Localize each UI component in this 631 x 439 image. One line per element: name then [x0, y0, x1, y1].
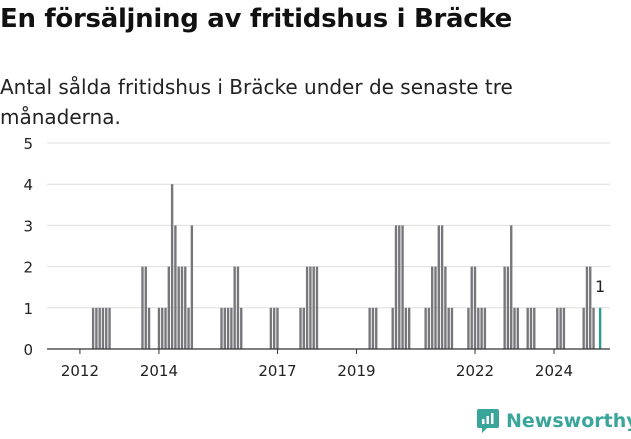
- bar: [407, 307, 411, 349]
- bar: [230, 307, 233, 349]
- bar: [431, 266, 434, 349]
- bar: [556, 307, 559, 349]
- bar: [236, 266, 240, 349]
- newsworthy-logo-icon: [477, 409, 499, 433]
- bar: [480, 307, 483, 349]
- y-tick-label: 1: [23, 300, 33, 318]
- bar: [187, 307, 190, 349]
- bar: [174, 225, 177, 349]
- bar: [305, 266, 309, 349]
- bar: [147, 307, 151, 349]
- x-tick-label: 2022: [456, 362, 494, 380]
- bar: [309, 266, 312, 349]
- bar: [483, 307, 487, 349]
- bar: [167, 266, 171, 349]
- bar: [91, 307, 95, 349]
- bar: [190, 225, 194, 349]
- bar: [272, 307, 276, 349]
- bar: [226, 307, 230, 349]
- bar: [401, 225, 404, 349]
- chart-title: En försäljning av fritidshus i Bräcke: [0, 4, 513, 34]
- bar: [98, 307, 101, 349]
- x-tick-label: 2012: [61, 362, 99, 380]
- bar: [170, 184, 174, 349]
- bar: [184, 266, 187, 349]
- bar: [440, 225, 444, 349]
- bar: [598, 307, 602, 349]
- y-tick-label: 4: [23, 176, 33, 194]
- y-tick-label: 2: [23, 259, 33, 277]
- bar: [444, 266, 447, 349]
- bar: [513, 307, 516, 349]
- x-tick-label: 2019: [337, 362, 375, 380]
- bar: [470, 266, 473, 349]
- bar: [312, 266, 315, 349]
- bar: [276, 307, 279, 349]
- bar: [141, 266, 144, 349]
- newsworthy-logo-text: Newsworthy: [506, 410, 631, 432]
- bar: [589, 266, 592, 349]
- x-tick-label: 2014: [140, 362, 178, 380]
- bar: [157, 307, 161, 349]
- bar: [375, 307, 378, 349]
- bar: [299, 307, 302, 349]
- bar: [404, 307, 408, 349]
- bar: [424, 307, 427, 349]
- bar: [394, 225, 398, 349]
- bar: [240, 307, 243, 349]
- bar: [503, 266, 506, 349]
- bar: [450, 307, 454, 349]
- chart-subtitle: Antal sålda fritidshus i Bräcke under de…: [0, 75, 513, 129]
- bar: [233, 266, 236, 349]
- bar: [220, 307, 223, 349]
- bar: [510, 225, 513, 349]
- bar: [506, 266, 510, 349]
- bar: [533, 307, 536, 349]
- bar: [315, 266, 319, 349]
- bar: [101, 307, 105, 349]
- bar: [562, 307, 566, 349]
- y-tick-label: 5: [23, 135, 33, 153]
- bar: [447, 307, 450, 349]
- bar: [467, 307, 470, 349]
- x-tick-label: 2024: [535, 362, 573, 380]
- bar: [559, 307, 562, 349]
- bar: [473, 266, 477, 349]
- bar: [526, 307, 529, 349]
- bar: [585, 266, 589, 349]
- bar: [427, 307, 431, 349]
- bar: [391, 307, 394, 349]
- x-tick-label: 2017: [258, 362, 296, 380]
- bar: [582, 307, 585, 349]
- bar: [371, 307, 375, 349]
- bar: [223, 307, 226, 349]
- bar: [180, 266, 184, 349]
- bar: [477, 307, 480, 349]
- newsworthy-logo: Newsworthy: [476, 408, 631, 434]
- bar: [269, 307, 273, 349]
- y-tick-label: 3: [23, 217, 33, 235]
- bar: [368, 307, 371, 349]
- bar: [592, 307, 595, 349]
- bar: [105, 307, 108, 349]
- bar: [516, 307, 519, 349]
- y-tick-label: 0: [23, 341, 33, 359]
- bar: [108, 307, 111, 349]
- bar: [398, 225, 401, 349]
- bar: [302, 307, 305, 349]
- bar: [95, 307, 98, 349]
- bar: [164, 307, 167, 349]
- bar: [437, 225, 440, 349]
- bar: [529, 307, 533, 349]
- bar: [161, 307, 164, 349]
- bar: [434, 266, 437, 349]
- bar: [177, 266, 180, 349]
- bar: [144, 266, 147, 349]
- data-label: 1: [595, 277, 605, 296]
